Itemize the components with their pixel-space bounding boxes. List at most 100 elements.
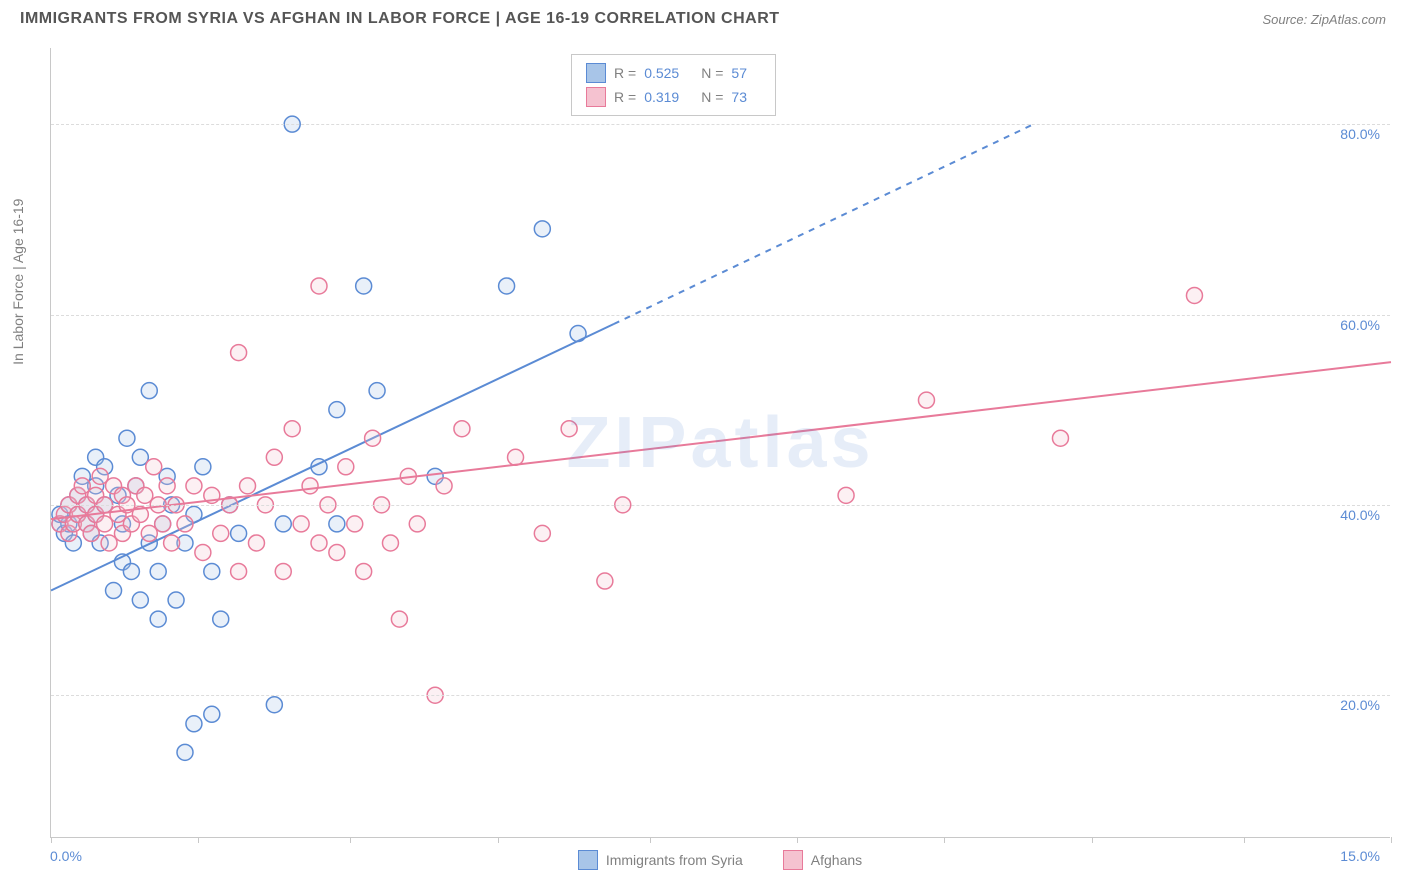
y-tick-label: 60.0% [1340, 317, 1380, 333]
scatter-point-syria [231, 525, 247, 541]
scatter-point-afghan [195, 544, 211, 560]
scatter-point-afghan [508, 449, 524, 465]
gridline [51, 315, 1390, 316]
scatter-point-afghan [597, 573, 613, 589]
scatter-point-syria [275, 516, 291, 532]
scatter-point-afghan [534, 525, 550, 541]
scatter-point-afghan [159, 478, 175, 494]
legend-r-label: R = [614, 61, 636, 85]
chart-header: IMMIGRANTS FROM SYRIA VS AFGHAN IN LABOR… [0, 0, 1406, 34]
scatter-point-afghan [177, 516, 193, 532]
scatter-point-afghan [436, 478, 452, 494]
y-tick-label: 20.0% [1340, 697, 1380, 713]
bottom-legend-item-syria: Immigrants from Syria [578, 850, 743, 870]
x-tick [350, 837, 351, 843]
scatter-point-syria [329, 402, 345, 418]
x-tick [498, 837, 499, 843]
scatter-point-afghan [338, 459, 354, 475]
legend-swatch-afghan [586, 87, 606, 107]
bottom-legend-label-afghan: Afghans [811, 852, 862, 868]
scatter-point-afghan [275, 563, 291, 579]
scatter-point-afghan [248, 535, 264, 551]
scatter-point-afghan [231, 345, 247, 361]
x-tick [51, 837, 52, 843]
chart-plot-area: ZIPatlas R = 0.525 N = 57 R = 0.319 N = … [50, 48, 1390, 838]
scatter-point-afghan [561, 421, 577, 437]
scatter-plot-svg [51, 48, 1390, 837]
x-tick [1092, 837, 1093, 843]
scatter-point-afghan [391, 611, 407, 627]
x-tick [198, 837, 199, 843]
scatter-point-afghan [1052, 430, 1068, 446]
scatter-point-syria [499, 278, 515, 294]
scatter-point-syria [141, 383, 157, 399]
legend-row-afghan: R = 0.319 N = 73 [586, 85, 761, 109]
scatter-point-syria [356, 278, 372, 294]
legend-n-afghan: 73 [731, 85, 747, 109]
x-tick [797, 837, 798, 843]
chart-source: Source: ZipAtlas.com [1262, 12, 1386, 27]
chart-title: IMMIGRANTS FROM SYRIA VS AFGHAN IN LABOR… [20, 10, 780, 28]
y-axis-title: In Labor Force | Age 16-19 [10, 199, 26, 365]
scatter-point-afghan [1186, 287, 1202, 303]
scatter-point-syria [119, 430, 135, 446]
x-tick [1391, 837, 1392, 843]
scatter-point-syria [213, 611, 229, 627]
scatter-point-syria [186, 716, 202, 732]
x-tick [944, 837, 945, 843]
scatter-point-afghan [838, 487, 854, 503]
scatter-point-afghan [155, 516, 171, 532]
x-tick [1244, 837, 1245, 843]
scatter-point-afghan [329, 544, 345, 560]
legend-r-afghan: 0.319 [644, 85, 679, 109]
scatter-point-afghan [164, 535, 180, 551]
legend-n-syria: 57 [731, 61, 747, 85]
scatter-point-syria [204, 563, 220, 579]
scatter-point-afghan [365, 430, 381, 446]
scatter-point-syria [204, 706, 220, 722]
scatter-point-syria [123, 563, 139, 579]
scatter-point-syria [534, 221, 550, 237]
scatter-point-afghan [311, 535, 327, 551]
scatter-point-syria [177, 744, 193, 760]
legend-row-syria: R = 0.525 N = 57 [586, 61, 761, 85]
scatter-point-syria [266, 697, 282, 713]
scatter-point-afghan [409, 516, 425, 532]
scatter-point-syria [168, 592, 184, 608]
scatter-point-syria [329, 516, 345, 532]
scatter-point-syria [150, 563, 166, 579]
scatter-point-afghan [284, 421, 300, 437]
correlation-legend-box: R = 0.525 N = 57 R = 0.319 N = 73 [571, 54, 776, 116]
trend-line-afghan [51, 362, 1391, 519]
legend-r-label: R = [614, 85, 636, 109]
scatter-point-syria [195, 459, 211, 475]
scatter-point-syria [132, 592, 148, 608]
scatter-point-afghan [454, 421, 470, 437]
scatter-point-afghan [347, 516, 363, 532]
bottom-swatch-syria [578, 850, 598, 870]
gridline [51, 124, 1390, 125]
y-tick-label: 80.0% [1340, 126, 1380, 142]
scatter-point-afghan [231, 563, 247, 579]
scatter-point-afghan [293, 516, 309, 532]
legend-swatch-syria [586, 63, 606, 83]
scatter-point-afghan [186, 478, 202, 494]
bottom-swatch-afghan [783, 850, 803, 870]
scatter-point-afghan [213, 525, 229, 541]
legend-r-syria: 0.525 [644, 61, 679, 85]
scatter-point-syria [369, 383, 385, 399]
y-tick-label: 40.0% [1340, 507, 1380, 523]
bottom-legend: Immigrants from Syria Afghans [50, 850, 1390, 870]
bottom-legend-label-syria: Immigrants from Syria [606, 852, 743, 868]
scatter-point-afghan [266, 449, 282, 465]
scatter-point-afghan [240, 478, 256, 494]
scatter-point-afghan [311, 278, 327, 294]
trend-line-dash-syria [614, 124, 1034, 324]
legend-n-label: N = [701, 85, 723, 109]
scatter-point-afghan [356, 563, 372, 579]
bottom-legend-item-afghan: Afghans [783, 850, 862, 870]
legend-n-label: N = [701, 61, 723, 85]
scatter-point-syria [106, 583, 122, 599]
gridline [51, 695, 1390, 696]
gridline [51, 505, 1390, 506]
